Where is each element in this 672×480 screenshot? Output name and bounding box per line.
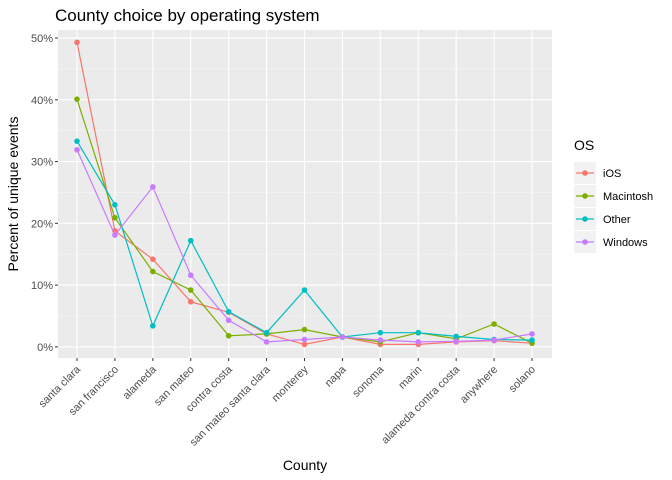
data-point-windows — [112, 232, 118, 238]
data-point-ios — [187, 298, 194, 305]
legend-key-point-macintosh — [582, 193, 588, 199]
data-point-windows — [377, 337, 384, 343]
data-point-macintosh — [301, 326, 308, 333]
legend-key-point-ios — [582, 170, 588, 176]
data-point-other — [187, 237, 194, 244]
data-point-windows — [74, 147, 80, 153]
data-point-ios — [150, 256, 156, 262]
data-point-macintosh — [187, 287, 194, 293]
legend: OS iOS Macintosh Other Windows — [574, 137, 653, 253]
legend-label-other: Other — [603, 214, 631, 226]
data-point-other — [301, 287, 308, 293]
data-point-other — [377, 329, 384, 336]
y-axis-title: Percent of unique events — [5, 117, 21, 272]
data-point-windows — [263, 339, 270, 345]
data-point-macintosh — [74, 96, 80, 102]
y-axis: 0% 10% 20% 30% 40% 50% — [31, 33, 58, 354]
series-layer — [74, 39, 535, 348]
y-tick-label: 0% — [37, 342, 53, 354]
data-point-other — [225, 308, 232, 315]
legend-label-windows: Windows — [603, 237, 648, 249]
data-point-ios — [74, 39, 80, 46]
chart-title: County choice by operating system — [55, 6, 320, 25]
legend-label-ios: iOS — [603, 168, 621, 180]
data-point-other — [74, 138, 80, 144]
data-point-windows — [491, 337, 497, 343]
data-point-other — [529, 337, 535, 343]
y-tick-label: 30% — [31, 157, 53, 169]
x-axis-title: County — [283, 457, 327, 473]
data-point-other — [453, 333, 459, 340]
y-tick-label: 20% — [31, 218, 53, 230]
data-point-windows — [225, 317, 232, 324]
data-point-windows — [453, 338, 459, 345]
data-point-windows — [301, 336, 308, 343]
data-point-windows — [529, 331, 535, 337]
data-point-other — [112, 202, 118, 208]
data-point-macintosh — [150, 268, 156, 275]
data-point-macintosh — [225, 332, 232, 339]
legend-title: OS — [574, 137, 594, 153]
data-point-other — [415, 329, 422, 336]
data-point-windows — [150, 184, 156, 190]
data-point-windows — [187, 272, 194, 279]
y-tick-label: 40% — [31, 95, 53, 107]
y-tick-label: 10% — [31, 280, 53, 292]
data-point-other — [150, 323, 156, 329]
data-point-macintosh — [491, 321, 497, 327]
legend-key-point-other — [582, 216, 588, 222]
data-point-ios — [301, 341, 308, 348]
data-point-windows — [339, 334, 346, 340]
data-point-other — [263, 329, 270, 336]
legend-label-macintosh: Macintosh — [603, 191, 653, 203]
legend-key-point-windows — [582, 239, 588, 245]
major-gridlines — [58, 30, 552, 358]
data-point-windows — [415, 339, 422, 345]
data-point-macintosh — [112, 214, 118, 221]
y-tick-label: 50% — [31, 33, 53, 45]
